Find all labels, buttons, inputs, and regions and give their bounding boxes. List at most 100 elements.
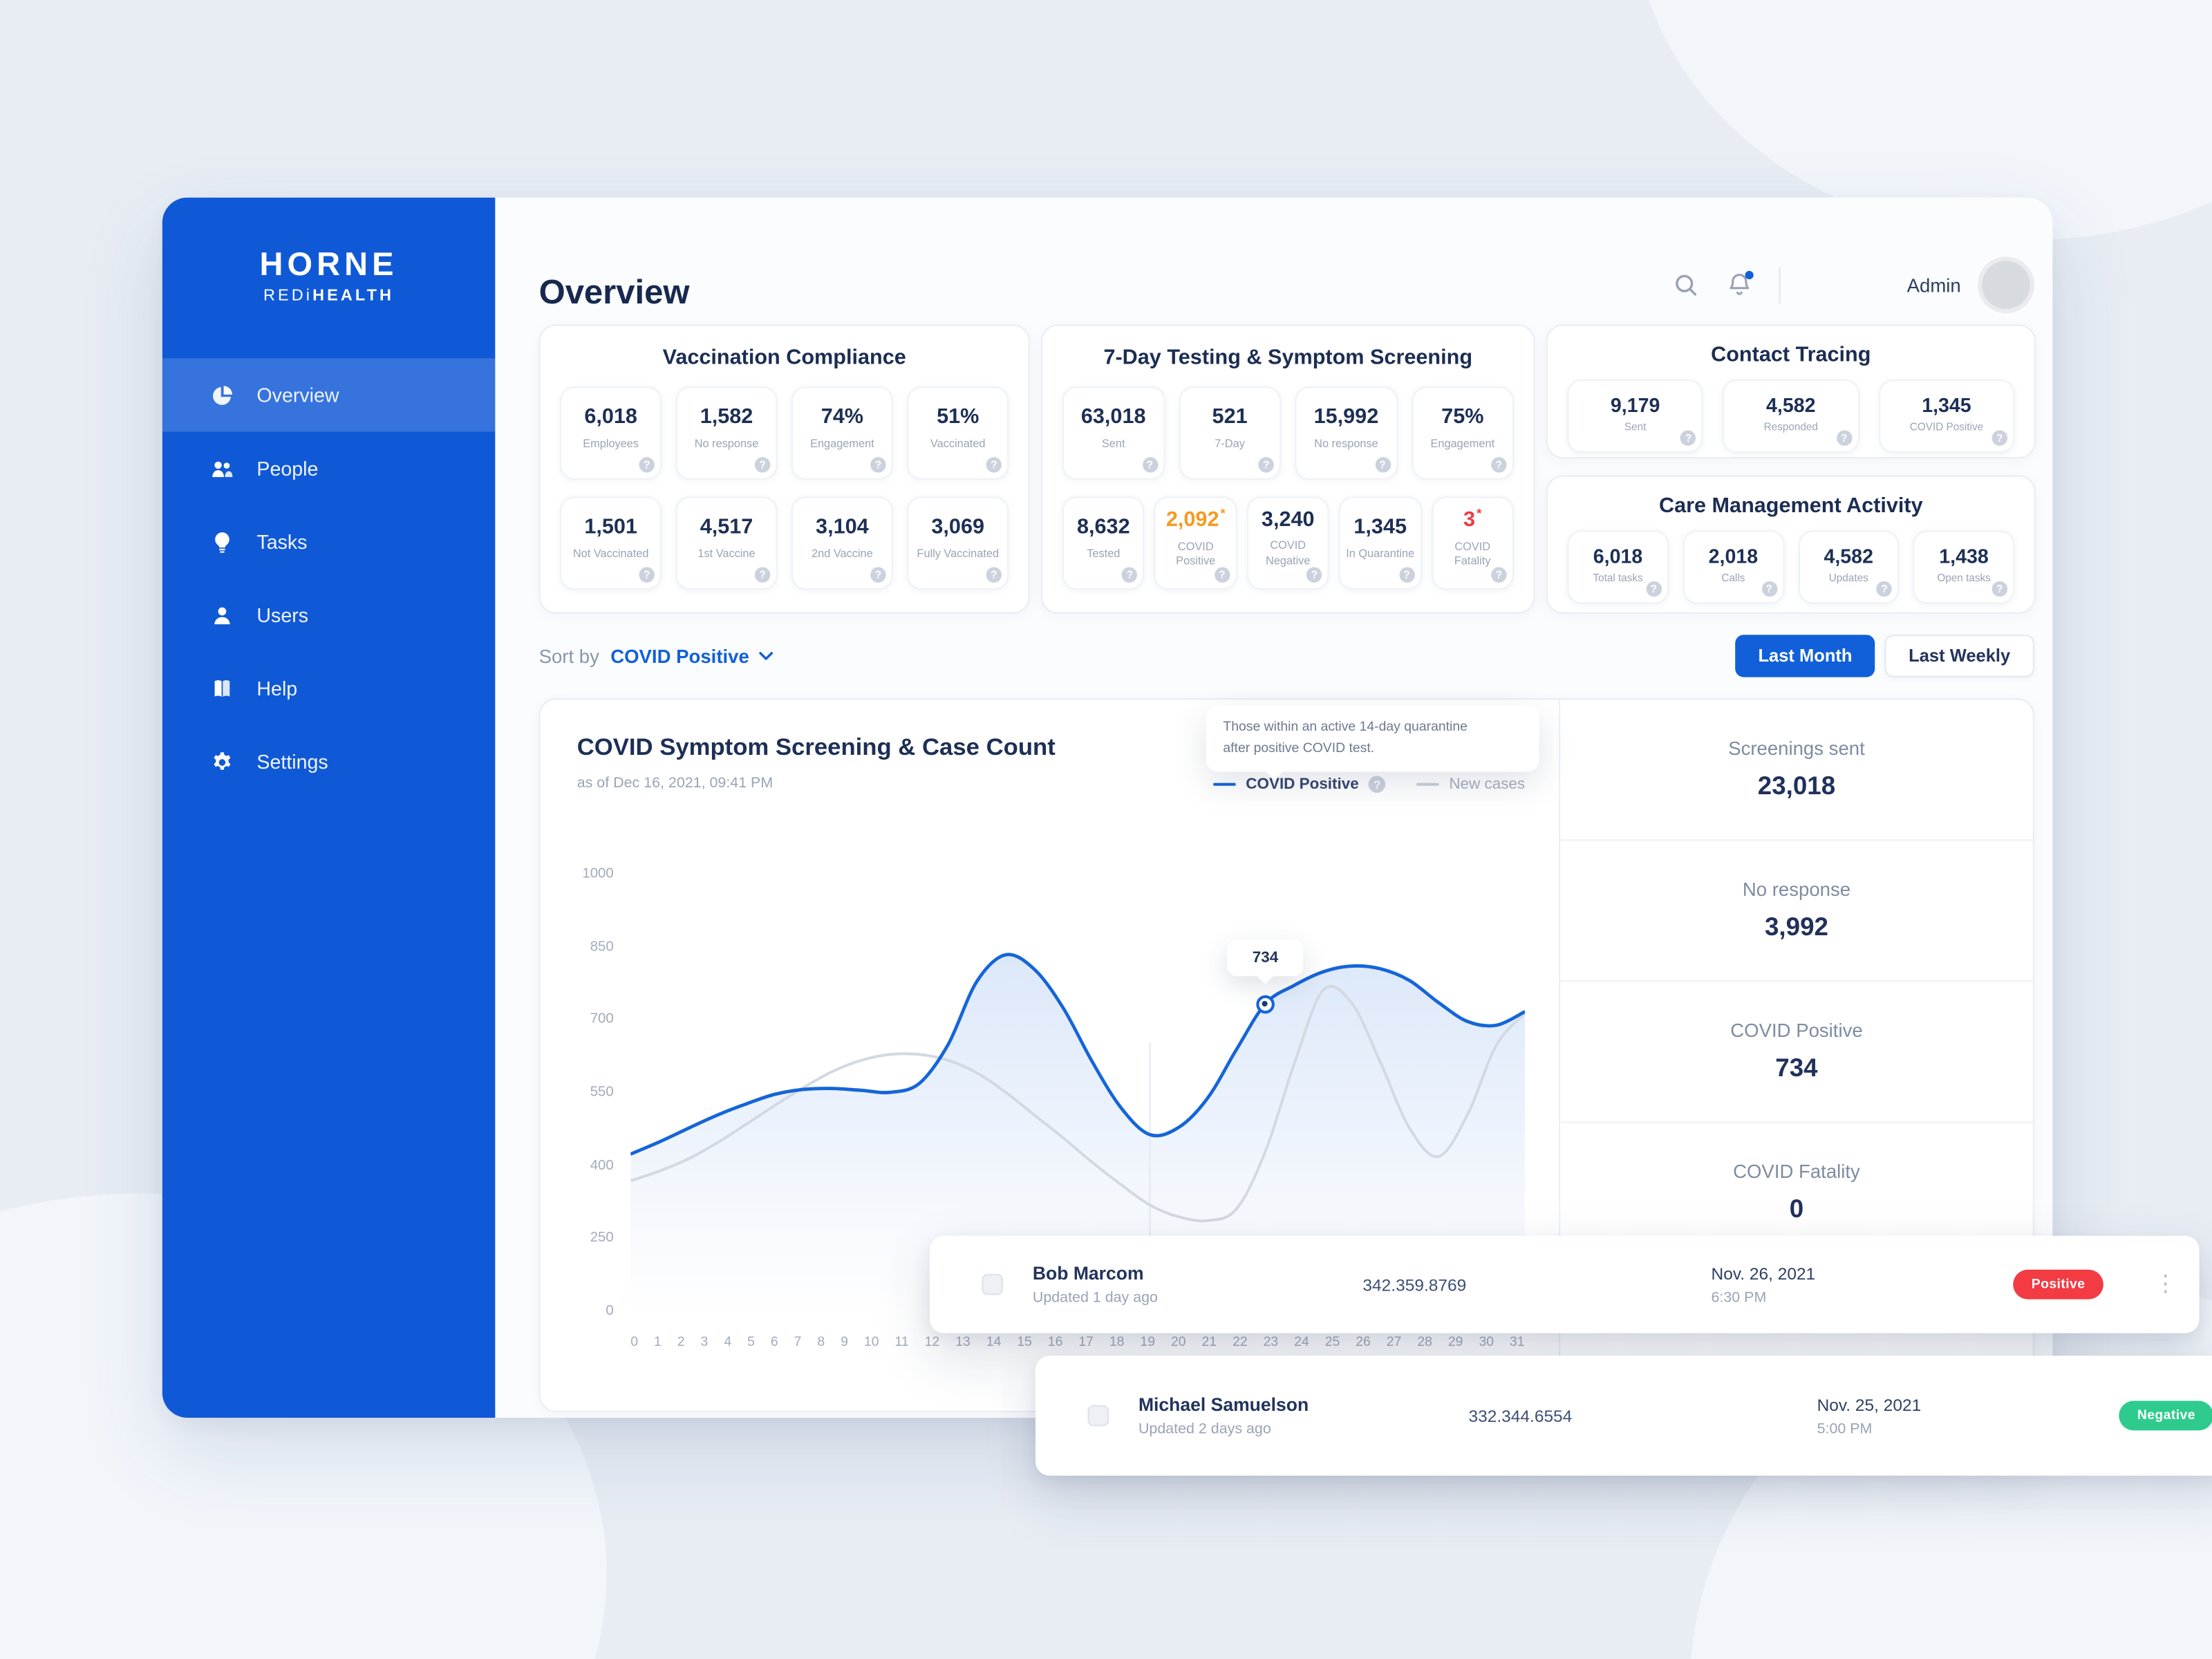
x-tick-label: 8 xyxy=(817,1334,825,1351)
help-icon[interactable]: ? xyxy=(1122,567,1138,583)
stat-label: Updates xyxy=(1828,572,1868,585)
help-icon[interactable]: ? xyxy=(1214,567,1230,583)
avatar[interactable] xyxy=(1978,256,2034,314)
x-tick-label: 23 xyxy=(1263,1334,1279,1351)
group-title: Care Management Activity xyxy=(1658,494,1923,518)
status-badge: Positive xyxy=(2013,1269,2103,1300)
stat-value: 1,501 xyxy=(584,514,637,539)
sidebar-item-label: Settings xyxy=(256,750,328,774)
person-time: 5:00 PM xyxy=(1817,1420,1873,1437)
stat-label: No response xyxy=(1314,436,1378,450)
last-month-button[interactable]: Last Month xyxy=(1735,635,1875,677)
stat-value: 4,582 xyxy=(1766,393,1816,416)
y-tick-label: 550 xyxy=(590,1085,614,1100)
help-icon[interactable]: ? xyxy=(639,567,655,583)
vaccination-grid-row1: 6,018 Employees? 1,582 No response? 74% Engag… xyxy=(560,386,1009,480)
sort-value: COVID Positive xyxy=(610,645,749,667)
person-name: Michael Samuelson xyxy=(1138,1394,1309,1415)
testing-grid-row2: 8,632 Tested? 2,092 * COVID Positive? 3,240 CO… xyxy=(1062,496,1514,590)
help-icon[interactable]: ? xyxy=(1142,457,1158,473)
stat-label: COVID Positive xyxy=(1176,540,1216,568)
help-icon[interactable]: ? xyxy=(1398,567,1415,583)
brand-logo: HORNE REDiHEALTH xyxy=(162,198,496,305)
sidebar-item-users[interactable]: Users xyxy=(162,579,496,652)
stat-value: 51% xyxy=(937,404,980,429)
stat-value: 3,069 xyxy=(931,514,985,539)
sidebar-item-label: People xyxy=(256,457,319,480)
help-icon[interactable]: ? xyxy=(986,457,1002,473)
x-tick-label: 31 xyxy=(1509,1334,1525,1351)
last-weekly-button[interactable]: Last Weekly xyxy=(1884,635,2034,677)
stat-card-covid-positive: 1,345 COVID Positive? xyxy=(1878,379,2015,453)
help-icon[interactable]: ? xyxy=(1876,581,1893,597)
x-tick-label: 29 xyxy=(1447,1334,1463,1351)
stat-card-tested: 8,632 Tested? xyxy=(1062,496,1145,590)
help-icon[interactable]: ? xyxy=(1680,430,1696,446)
x-tick-label: 13 xyxy=(955,1334,971,1351)
help-icon[interactable]: ? xyxy=(1374,457,1391,473)
x-tick-label: 25 xyxy=(1324,1334,1340,1351)
stat-label: Total tasks xyxy=(1593,572,1643,585)
search-icon[interactable] xyxy=(1671,271,1700,299)
y-tick-label: 250 xyxy=(590,1230,614,1246)
alert-mark: * xyxy=(1477,507,1482,521)
summary-value: 23,018 xyxy=(1757,771,1836,800)
help-icon[interactable]: ? xyxy=(1258,457,1274,473)
x-tick-label: 28 xyxy=(1417,1334,1432,1351)
stat-value: 15,992 xyxy=(1313,404,1379,429)
help-icon[interactable]: ? xyxy=(986,567,1002,583)
brand-subname: REDiHEALTH xyxy=(162,288,496,304)
person-main: Michael Samuelson Updated 2 days ago xyxy=(1138,1394,1469,1437)
notifications-bell-icon[interactable] xyxy=(1725,270,1754,299)
help-icon[interactable]: ? xyxy=(1836,430,1852,446)
sidebar-item-help[interactable]: Help xyxy=(162,652,496,725)
sidebar-menu: Overview People Tasks Users Help Settings xyxy=(162,358,496,798)
stat-card-covid-fatality: 3 * COVID Fatality? xyxy=(1431,496,1514,590)
help-icon[interactable]: ? xyxy=(1491,457,1507,473)
help-icon[interactable]: ? xyxy=(1646,581,1662,597)
user-icon xyxy=(210,603,234,627)
help-icon[interactable]: ? xyxy=(870,567,886,583)
x-tick-label: 9 xyxy=(841,1334,848,1351)
stat-value: 4,582 xyxy=(1824,544,1873,568)
chart-section: COVID Symptom Screening & Case Count as … xyxy=(541,700,1559,1411)
stat-value: 2,018 xyxy=(1708,544,1759,568)
summary-label: No response xyxy=(1742,879,1851,901)
kebab-menu-icon[interactable]: ⋮ xyxy=(2154,1271,2177,1296)
help-icon[interactable]: ? xyxy=(754,457,771,473)
sidebar-item-overview[interactable]: Overview xyxy=(162,358,496,432)
stat-label: Fully Vaccinated xyxy=(917,546,999,560)
help-icon[interactable]: ? xyxy=(639,457,655,473)
stat-value: 1,438 xyxy=(1939,544,1989,568)
sidebar-item-label: Help xyxy=(256,677,298,700)
sort-dropdown[interactable]: COVID Positive xyxy=(610,645,774,667)
row-checkbox[interactable] xyxy=(982,1273,1004,1295)
stat-label: Sent xyxy=(1101,436,1125,450)
stat-label: Responded xyxy=(1763,420,1818,434)
help-icon[interactable]: ? xyxy=(1991,430,2008,446)
help-icon[interactable]: ? xyxy=(1991,581,2008,597)
legend-label: New cases xyxy=(1449,776,1526,793)
stat-card-sent: 63,018 Sent? xyxy=(1062,386,1165,480)
sidebar-item-tasks[interactable]: Tasks xyxy=(162,505,496,579)
help-icon[interactable]: ? xyxy=(1306,567,1322,583)
sidebar-item-label: Tasks xyxy=(256,530,308,553)
stat-card-calls: 2,018 Calls? xyxy=(1683,530,1784,604)
help-icon[interactable]: ? xyxy=(754,567,771,583)
x-tick-label: 3 xyxy=(700,1334,709,1351)
app-window: HORNE REDiHEALTH Overview People Tasks User… xyxy=(162,197,2053,1418)
help-icon[interactable]: ? xyxy=(1761,581,1777,597)
legend-swatch-gray xyxy=(1416,782,1440,787)
sidebar-item-people[interactable]: People xyxy=(162,431,496,505)
help-icon[interactable]: ? xyxy=(870,457,886,473)
help-icon[interactable]: ? xyxy=(1369,776,1386,793)
x-tick-label: 12 xyxy=(924,1334,940,1351)
stat-label: Not Vaccinated xyxy=(572,546,649,560)
people-icon xyxy=(210,456,234,480)
help-icon[interactable]: ? xyxy=(1491,567,1507,583)
sidebar-item-settings[interactable]: Settings xyxy=(162,725,496,798)
summary-row-no-response: No response 3,992 xyxy=(1560,841,2033,982)
status-badge: Negative xyxy=(2119,1400,2212,1431)
row-checkbox[interactable] xyxy=(1087,1405,1109,1427)
stat-value: 74% xyxy=(821,404,864,429)
